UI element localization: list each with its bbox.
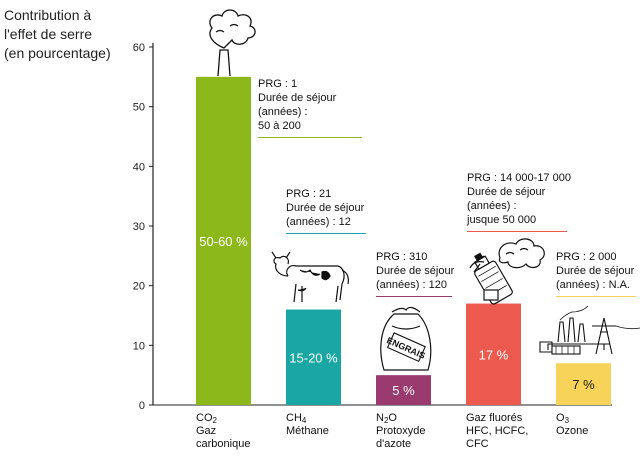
- note-ch4-rule: [286, 233, 366, 234]
- category-gaz-fluores: Gaz fluorés HFC, HCFC, CFC: [466, 412, 528, 451]
- note-o3-line-1: PRG : 2 000: [556, 251, 617, 263]
- note-ch4: PRG : 21 Durée de séjour (années) : 12: [286, 187, 366, 234]
- note-ch4-line-1: PRG : 21: [286, 188, 332, 200]
- category-co2-formula: CO2: [196, 412, 250, 425]
- y-tick-label: 10: [133, 340, 145, 352]
- y-tick-label: 20: [133, 281, 145, 293]
- formula-sub: 2: [383, 416, 389, 425]
- formula-sub: 3: [564, 416, 570, 425]
- note-gaz-fluores: PRG : 14 000-17 000 Durée de séjour (ann…: [467, 171, 571, 232]
- note-o3: PRG : 2 000 Durée de séjour (années) : N…: [556, 250, 636, 297]
- y-axis-label-line-1: Contribution à: [4, 7, 92, 23]
- y-tick-label: 50: [133, 102, 145, 114]
- note-n2o-rule: [376, 296, 452, 297]
- category-o3-name-1: Ozone: [556, 425, 589, 437]
- y-axis-label-line-2: l'effet de serre: [4, 26, 93, 42]
- aerosol-can-icon: [469, 238, 545, 305]
- category-o3: O3 Ozone: [556, 412, 588, 438]
- category-o3-formula: O3: [556, 412, 588, 425]
- note-co2-line-2: Durée de séjour: [258, 92, 337, 104]
- note-gaz-line-4: jusque 50 000: [467, 214, 537, 226]
- category-gaz-title: Gaz fluorés: [466, 412, 523, 424]
- y-axis-label: Contribution à l'effet de serre (en pour…: [4, 6, 111, 63]
- note-n2o-line-2: Durée de séjour: [376, 265, 455, 277]
- note-gaz-rule: [467, 231, 567, 232]
- bar-value-label: 5 %: [392, 383, 415, 398]
- icons-group: ENGRAIS: [209, 9, 641, 371]
- y-tick-label: 40: [133, 161, 145, 173]
- note-o3-line-3: (années) : N.A.: [556, 279, 630, 291]
- note-n2o: PRG : 310 Durée de séjour (années) : 120: [376, 250, 454, 297]
- factory-smoke-icon: [209, 9, 256, 77]
- formula-sub: 2: [212, 416, 217, 425]
- bar: [196, 76, 251, 405]
- note-co2-line-4: 50 à 200: [258, 120, 301, 132]
- note-gaz-line-2: Durée de séjour: [467, 186, 546, 198]
- bar: [286, 309, 341, 405]
- note-gaz-line-3: (années) :: [467, 200, 517, 212]
- bar-value-label: 50-60 %: [199, 234, 248, 249]
- formula-sub: 4: [301, 416, 307, 425]
- bar: [466, 303, 521, 405]
- note-o3-line-2: Durée de séjour: [556, 265, 635, 277]
- y-axis-label-line-3: (en pourcentage): [4, 45, 111, 61]
- category-n2o-name-2: d'azote: [376, 438, 412, 450]
- cow-icon: [271, 251, 349, 303]
- formula-main: CO: [196, 412, 213, 424]
- category-co2-name-2: carbonique: [196, 438, 251, 450]
- bars-group: 50-60 % 15-20 % 5 % 17 % 7 %: [196, 76, 611, 405]
- category-n2o-formula: N2O: [376, 412, 426, 425]
- formula-tail: O: [388, 412, 397, 424]
- note-ch4-line-2: Durée de séjour: [286, 202, 365, 214]
- bar: [556, 363, 611, 405]
- bar: [376, 375, 431, 405]
- formula-main: O: [556, 412, 565, 424]
- note-co2-line-3: (années) :: [258, 106, 308, 118]
- category-ch4-formula: CH4: [286, 412, 329, 425]
- bar-value-label: 17 %: [479, 347, 509, 362]
- note-co2-rule: [258, 137, 362, 138]
- note-co2-line-1: PRG : 1: [258, 78, 298, 90]
- note-n2o-line-1: PRG : 310: [376, 251, 428, 263]
- power-plant-icon: [539, 305, 641, 355]
- note-gaz-line-1: PRG : 14 000-17 000: [467, 172, 571, 184]
- formula-main: CH: [286, 412, 302, 424]
- note-o3-rule: [556, 296, 636, 297]
- category-gaz-name-1: HFC, HCFC,: [466, 425, 529, 437]
- bar-value-label: 15-20 %: [289, 350, 338, 365]
- y-tick-label: 0: [139, 400, 145, 412]
- formula-main: N: [376, 412, 384, 424]
- bar-value-label: 7 %: [572, 377, 595, 392]
- y-tick-label: 30: [133, 221, 145, 233]
- category-ch4: CH4 Méthane: [286, 412, 329, 438]
- category-n2o-name-1: Protoxyde: [376, 425, 426, 437]
- note-co2: PRG : 1 Durée de séjour (années) : 50 à …: [258, 77, 362, 138]
- y-tick-label: 60: [133, 42, 145, 54]
- category-ch4-name-1: Méthane: [286, 425, 329, 437]
- category-co2: CO2 Gaz carbonique: [196, 412, 250, 451]
- note-ch4-line-3: (années) : 12: [286, 216, 351, 228]
- category-n2o: N2O Protoxyde d'azote: [376, 412, 426, 451]
- note-n2o-line-3: (années) : 120: [376, 279, 447, 291]
- fertilizer-bag-icon: ENGRAIS: [380, 306, 432, 371]
- category-gaz-name-2: CFC: [466, 438, 489, 450]
- category-co2-name-1: Gaz: [196, 425, 217, 437]
